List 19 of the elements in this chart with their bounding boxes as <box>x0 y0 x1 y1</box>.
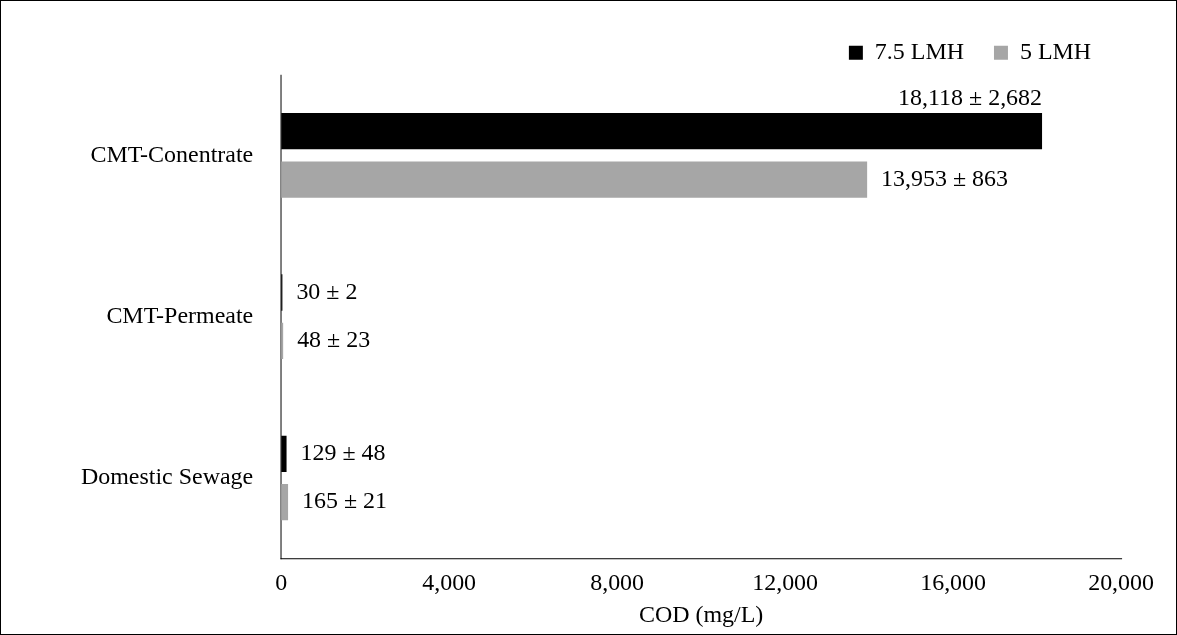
data-label: 48 ± 23 <box>297 326 371 353</box>
x-tick-label: 16,000 <box>920 569 987 596</box>
data-label: 13,953 ± 863 <box>881 164 1009 191</box>
legend-label: 5 LMH <box>1019 38 1092 65</box>
x-tick-label: 12,000 <box>752 569 819 596</box>
y-tick-label: CMT-Conentrate <box>90 140 254 167</box>
data-label: 129 ± 48 <box>300 439 386 466</box>
y-tick-label: CMT-Permeate <box>106 301 254 328</box>
data-label: 30 ± 2 <box>296 277 358 304</box>
y-tick-label: Domestic Sewage <box>80 463 254 490</box>
x-axis-title: COD (mg/L) <box>638 600 764 627</box>
legend-label: 7.5 LMH <box>874 38 965 65</box>
x-tick-label: 0 <box>275 569 288 596</box>
x-tick-label: 8,000 <box>590 569 645 596</box>
bar <box>281 161 868 198</box>
data-label: 18,118 ± 2,682 <box>898 84 1043 111</box>
x-tick-label: 20,000 <box>1088 569 1155 596</box>
x-tick-label: 4,000 <box>422 569 477 596</box>
data-label: 165 ± 21 <box>302 487 388 514</box>
